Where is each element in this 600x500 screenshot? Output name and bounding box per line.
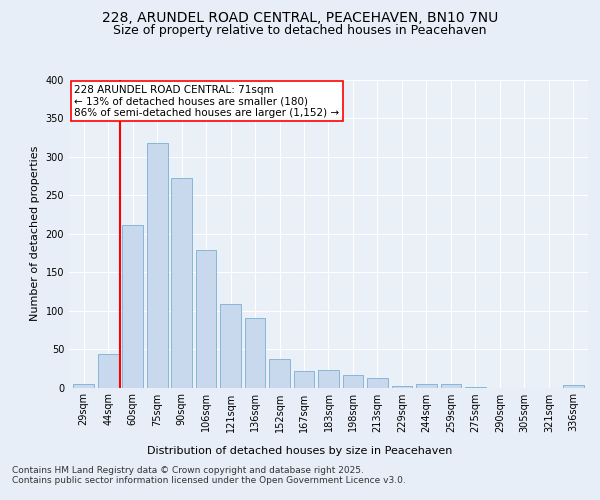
Bar — [367, 378, 388, 388]
Bar — [196, 250, 217, 388]
Bar — [171, 178, 192, 388]
Text: Contains HM Land Registry data © Crown copyright and database right 2025.
Contai: Contains HM Land Registry data © Crown c… — [12, 466, 406, 485]
Bar — [465, 386, 486, 388]
Bar — [416, 384, 437, 388]
Bar — [392, 386, 412, 388]
Bar — [563, 385, 584, 388]
Text: 228 ARUNDEL ROAD CENTRAL: 71sqm
← 13% of detached houses are smaller (180)
86% o: 228 ARUNDEL ROAD CENTRAL: 71sqm ← 13% of… — [74, 84, 340, 118]
Bar — [73, 384, 94, 388]
Bar — [440, 384, 461, 388]
Text: 228, ARUNDEL ROAD CENTRAL, PEACEHAVEN, BN10 7NU: 228, ARUNDEL ROAD CENTRAL, PEACEHAVEN, B… — [102, 11, 498, 25]
Bar — [147, 143, 167, 388]
Bar — [293, 370, 314, 388]
Bar — [98, 354, 119, 388]
Bar — [220, 304, 241, 388]
Text: Size of property relative to detached houses in Peacehaven: Size of property relative to detached ho… — [113, 24, 487, 37]
Bar — [343, 375, 364, 388]
Text: Distribution of detached houses by size in Peacehaven: Distribution of detached houses by size … — [148, 446, 452, 456]
Bar — [318, 370, 339, 388]
Y-axis label: Number of detached properties: Number of detached properties — [30, 146, 40, 322]
Bar — [269, 359, 290, 388]
Bar — [122, 224, 143, 388]
Bar — [245, 318, 265, 388]
